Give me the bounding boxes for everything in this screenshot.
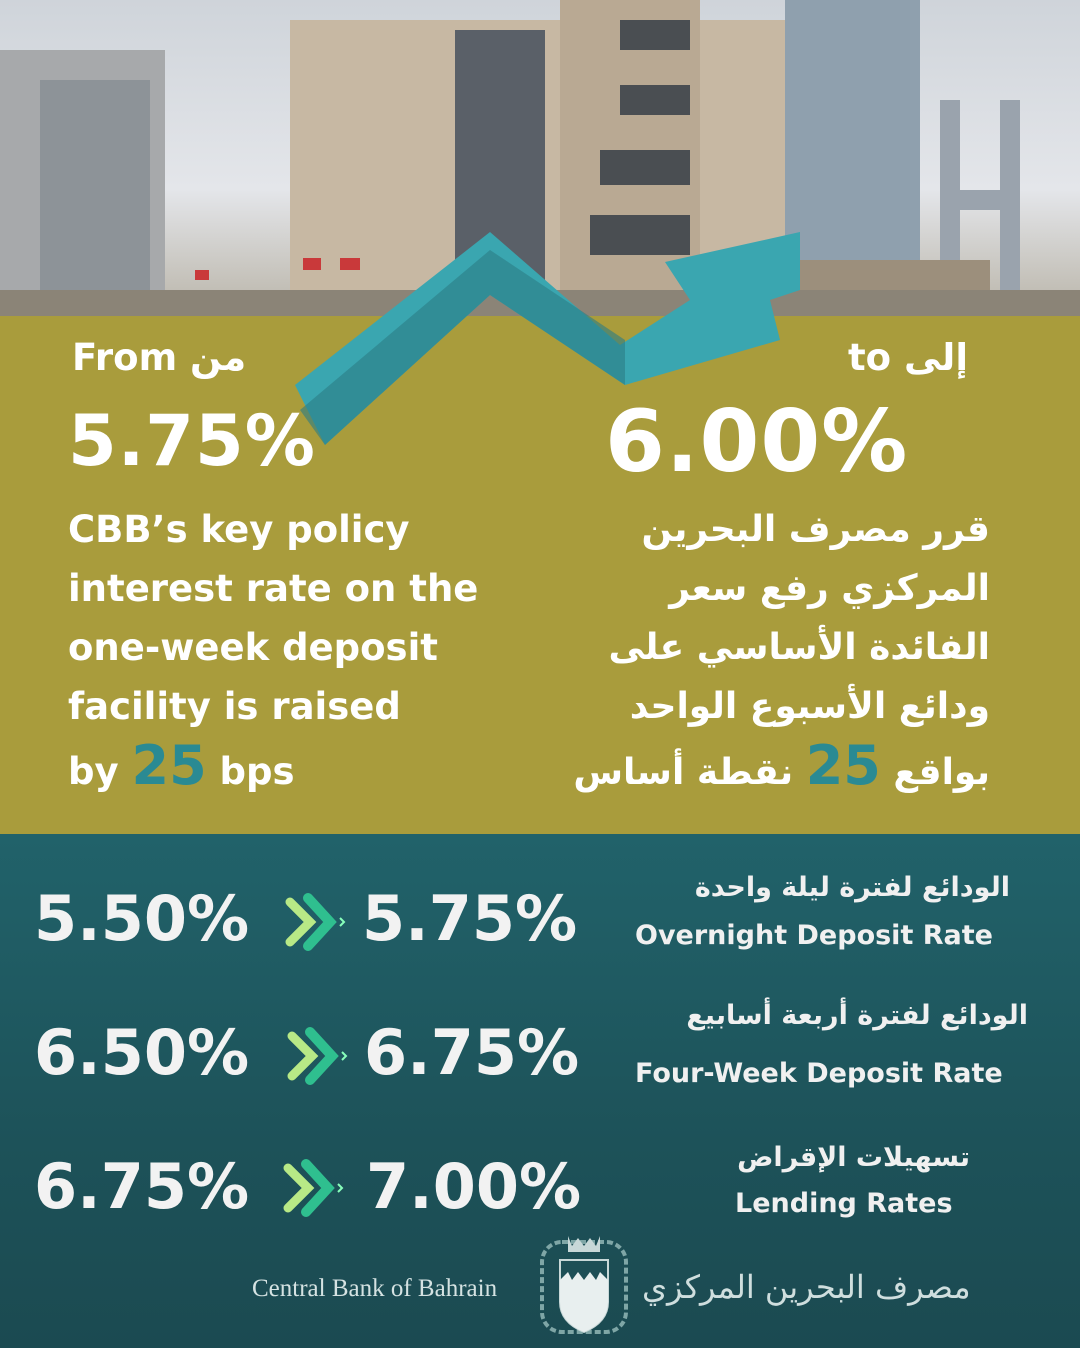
rate-to: 5.75% xyxy=(362,882,578,955)
zigzag-up-arrow-icon xyxy=(295,232,800,445)
double-chevron-right-icon xyxy=(287,1027,348,1085)
double-chevron-right-icon xyxy=(285,893,346,951)
rate-label-ar: الودائع لفترة ليلة واحدة xyxy=(694,872,1010,903)
rate-label-en: Four-Week Deposit Rate xyxy=(635,1058,1003,1089)
arabic-suffix: نقطة أساس xyxy=(573,752,794,793)
rate-label-ar: تسهيلات الإقراض xyxy=(737,1142,970,1173)
rate-from: 6.75% xyxy=(34,1150,250,1223)
from-rate: 5.75% xyxy=(68,400,316,482)
english-line-3: one-week deposit xyxy=(68,626,438,669)
bps-text: bps xyxy=(219,750,295,793)
rate-label-en: Overnight Deposit Rate xyxy=(635,920,993,951)
english-line-2: interest rate on the xyxy=(68,567,479,610)
rate-from: 6.50% xyxy=(34,1016,250,1089)
by-text: by xyxy=(68,750,119,793)
from-label: From من xyxy=(72,336,247,379)
double-chevron-right-icon xyxy=(283,1159,344,1217)
rate-to: 7.00% xyxy=(366,1150,582,1223)
cbb-emblem-logo xyxy=(540,1236,628,1334)
rate-to: 6.75% xyxy=(364,1016,580,1089)
footer-name-en: Central Bank of Bahrain xyxy=(252,1275,498,1302)
arabic-bps-number: 25 xyxy=(805,734,881,797)
policy-rate-panel xyxy=(0,316,1080,834)
bps-number: 25 xyxy=(131,734,207,797)
rate-from: 5.50% xyxy=(34,882,250,955)
english-line-4: facility is raised xyxy=(68,685,401,728)
rate-label-en: Lending Rates xyxy=(735,1188,953,1219)
rate-label-ar: الودائع لفترة أربعة أسابيع xyxy=(686,1000,1028,1031)
footer-name-ar: مصرف البحرين المركزي xyxy=(642,1268,971,1306)
arabic-line-1: قرر مصرف البحرين xyxy=(641,509,990,550)
arabic-line-2: المركزي رفع سعر xyxy=(669,568,990,609)
to-rate: 6.00% xyxy=(605,392,909,492)
arabic-line-4: ودائع الأسبوع الواحد xyxy=(629,686,990,727)
english-line-5: by 25 bps xyxy=(68,736,295,801)
to-label: to إلى xyxy=(848,336,969,379)
english-line-1: CBB’s key policy xyxy=(68,508,410,551)
arabic-prefix: بواقع xyxy=(893,752,990,793)
arabic-line-5: بواقع 25 نقطة أساس xyxy=(573,736,990,802)
arabic-line-3: الفائدة الأساسي على xyxy=(608,627,990,668)
